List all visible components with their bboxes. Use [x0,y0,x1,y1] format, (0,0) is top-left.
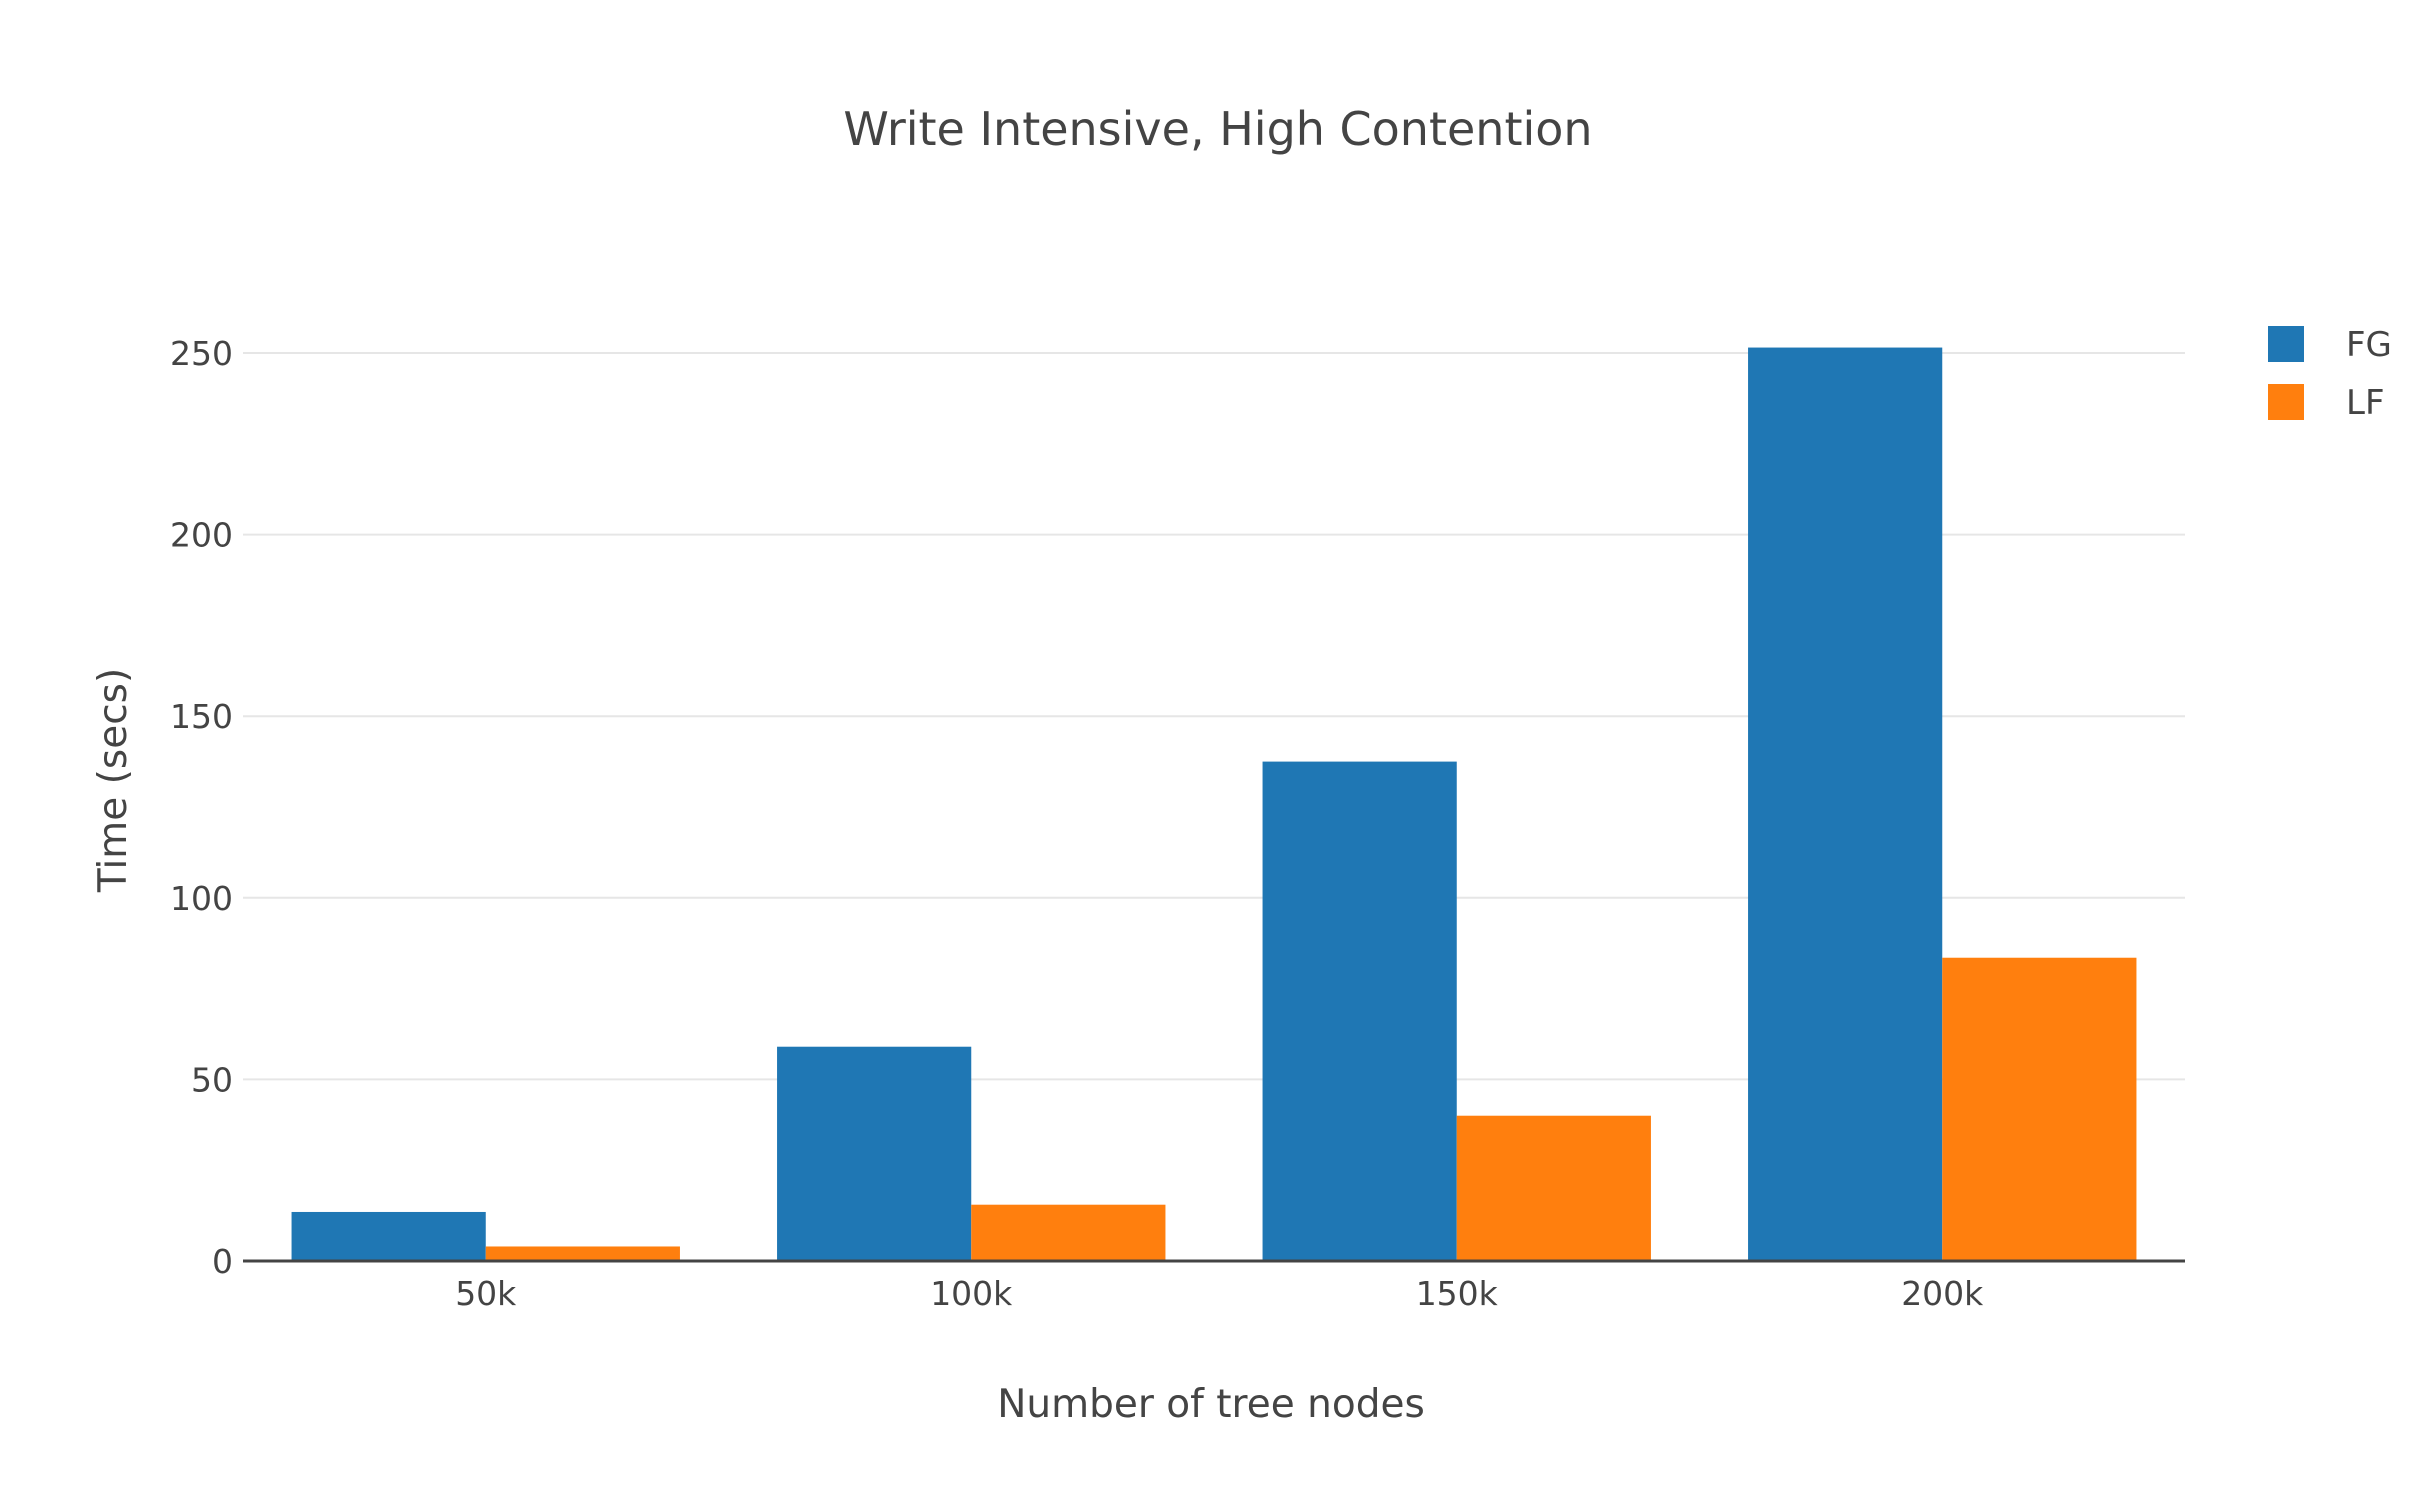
y-tick-label: 50 [191,1060,233,1099]
bar-lf-200k[interactable] [1942,957,2137,1261]
legend-label: LF [2346,383,2385,423]
chart-title: Write Intensive, High Contention [843,102,1592,156]
x-tick-label: 100k [930,1274,1013,1313]
x-axis-ticks: 50k 100k 150k 200k [455,1274,1984,1313]
legend-swatch [2268,384,2304,420]
y-axis-title: Time (secs) [91,668,136,893]
bar-fg-150k[interactable] [1262,761,1457,1261]
legend[interactable]: FG LF [2268,325,2392,423]
x-tick-label: 50k [455,1274,517,1313]
y-tick-label: 150 [170,697,233,736]
bar-fg-100k[interactable] [777,1046,972,1261]
legend-swatch [2268,326,2304,362]
y-tick-label: 250 [170,334,233,373]
legend-item-fg[interactable]: FG [2268,325,2392,365]
legend-label: FG [2346,325,2392,365]
y-tick-label: 200 [170,516,233,555]
bar-lf-150k[interactable] [1456,1115,1651,1261]
x-tick-label: 200k [1901,1274,1984,1313]
y-axis-ticks: 0 50 100 150 200 250 [170,334,233,1281]
bar-lf-50k[interactable] [485,1246,680,1261]
legend-item-lf[interactable]: LF [2268,383,2385,423]
bars [291,347,2137,1261]
x-tick-label: 150k [1416,1274,1499,1313]
bar-lf-100k[interactable] [971,1204,1166,1261]
y-tick-label: 100 [170,879,233,918]
x-axis-title: Number of tree nodes [997,1382,1425,1427]
bar-fg-50k[interactable] [291,1211,486,1261]
bar-fg-200k[interactable] [1748,347,1943,1261]
y-tick-label: 0 [212,1242,233,1281]
